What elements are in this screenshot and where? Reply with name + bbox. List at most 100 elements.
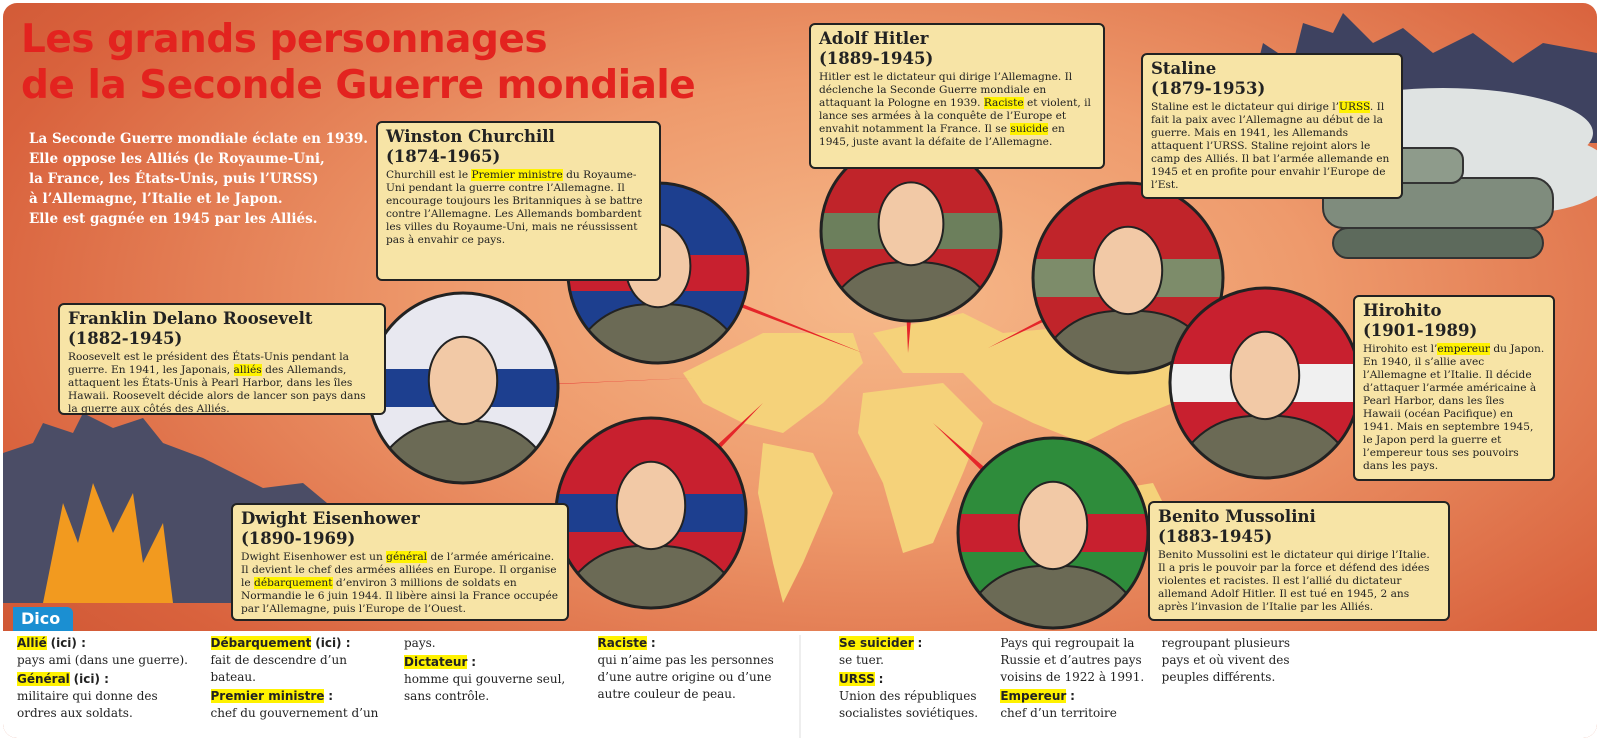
text: . Il fait la paix avec l’Allemagne au dé… — [1151, 101, 1390, 191]
person-name: Adolf Hitler — [819, 29, 929, 48]
bio-text: Hitler est le dictateur qui dirige l’All… — [819, 71, 1095, 149]
text: en 1945, juste avant la défaite de l’All… — [819, 123, 1065, 148]
dico-term: Allié — [17, 636, 47, 650]
intro: La Seconde Guerre mondiale éclate en 193… — [29, 129, 368, 229]
dico-entry: Empereur : chef d’un territoire regroupan… — [1000, 635, 1309, 735]
dico-entry: Premier ministre : chef du gouvernement d… — [210, 635, 584, 735]
dico-suffix: (ici) : — [315, 636, 351, 650]
fire — [43, 483, 173, 603]
highlight: Premier ministre — [471, 169, 563, 181]
dico-term: Empereur — [1000, 689, 1067, 703]
person-name: Benito Mussolini — [1158, 507, 1316, 526]
text: Roosevelt est le président des États-Uni… — [68, 351, 349, 376]
person-dates: (1882-1945) — [68, 329, 183, 348]
dico-suffix: (ici) : — [50, 636, 86, 650]
bio-box: Staline (1879-1953) Staline est le dictate… — [1141, 53, 1403, 199]
face — [1017, 480, 1089, 571]
face — [615, 460, 687, 551]
portrait — [1168, 286, 1362, 480]
dico-term: URSS — [839, 672, 875, 686]
bio-box: Adolf Hitler (1889-1945) Hitler est le dic… — [809, 23, 1105, 169]
dico-term: Général — [17, 672, 70, 686]
bio-box: Hirohito (1901-1989) Hirohito est l’empere… — [1353, 295, 1555, 481]
bio-text: Roosevelt est le président des États-Uni… — [68, 351, 376, 416]
highlight: suicide — [1010, 123, 1049, 135]
text: de l’armée américaine. Il devient le che… — [241, 551, 557, 589]
person-name: Franklin Delano Roosevelt — [68, 309, 313, 328]
intro-line: Elle est gagnée en 1945 par les Alliés. — [29, 211, 318, 227]
text: Dwight Eisenhower est un — [241, 551, 387, 563]
dico-entry: Se suicider : se tuer. — [839, 635, 986, 669]
portrait-art — [958, 438, 1148, 628]
portrait-art — [821, 141, 1001, 321]
bio-text: Benito Mussolini est le dictateur qui di… — [1158, 549, 1440, 614]
bio-text: Hirohito est l’empereur du Japon. En 194… — [1363, 343, 1545, 473]
person-name: Staline — [1151, 59, 1217, 78]
illustration — [3, 13, 1597, 738]
text: du Japon. En 1940, il s’allie avec l’All… — [1363, 343, 1545, 472]
bio-box: Franklin Delano Roosevelt (1882-1945) Roos… — [58, 303, 386, 415]
text: d’environ 3 millions de soldats en Norma… — [241, 577, 558, 615]
face — [1229, 330, 1301, 421]
person-dates: (1890-1969) — [241, 529, 356, 548]
intro-line: la France, les États-Unis, puis l’URSS) — [29, 171, 319, 187]
title-line: Les grands personnages — [21, 17, 548, 62]
dico-suffix: : — [878, 672, 884, 686]
person-dates: (1879-1953) — [1151, 79, 1266, 98]
dico-right: Se suicider : se tuer. URSS : Union des rép… — [839, 635, 1309, 735]
intro-line: Elle oppose les Alliés (le Royaume-Uni, — [29, 151, 325, 167]
person-name: Winston Churchill — [386, 127, 555, 146]
title-line: de la Seconde Guerre mondiale — [21, 63, 696, 108]
intro-line: à l’Allemagne, l’Italie et le Japon. — [29, 191, 283, 207]
frame — [1031, 181, 1225, 375]
highlight: alliés — [233, 364, 262, 376]
dico-definition: qui n’aime pas les personnes d’une autre… — [597, 653, 774, 701]
intro-line: La Seconde Guerre mondiale éclate en 193… — [29, 131, 368, 147]
dico-suffix: (ici) : — [73, 672, 109, 686]
highlight: URSS — [1339, 101, 1370, 113]
text: du Royaume-Uni pendant la guerre contre … — [386, 169, 643, 246]
person-dates: (1874-1965) — [386, 147, 501, 166]
face — [877, 181, 945, 267]
dico-suffix: : — [650, 636, 656, 650]
bio-text: Staline est le dictateur qui dirige l’UR… — [1151, 101, 1393, 192]
title: Les grands personnages de la Seconde Gue… — [21, 17, 696, 109]
dico-definition: fait de descendre d’un bateau. — [210, 653, 347, 684]
dico-term: Premier ministre — [210, 689, 325, 703]
dico-definition: Union des républiques socialistes soviét… — [839, 636, 1145, 720]
portrait-art — [1170, 288, 1360, 478]
person-dates: (1883-1945) — [1158, 527, 1273, 546]
text: Churchill est le — [386, 169, 472, 181]
dico-entry: Dictateur : homme qui gouverne seul, sans… — [404, 654, 584, 705]
dico-definition: pays ami (dans une guerre). — [17, 653, 188, 667]
dico-entry: Général (ici) : militaire qui donne des o… — [17, 671, 197, 722]
portrait — [819, 139, 1003, 323]
dico-term: Se suicider — [839, 636, 914, 650]
highlight: débarquement — [254, 577, 333, 589]
highlight: empereur — [1437, 343, 1490, 355]
dico-label: Dico — [13, 607, 73, 631]
person-name: Hirohito — [1363, 301, 1442, 320]
portrait-art — [556, 418, 746, 608]
person-name: Dwight Eisenhower — [241, 509, 420, 528]
dico-entry: Raciste : qui n’aime pas les personnes d’… — [597, 635, 778, 703]
infographic: Les grands personnages de la Seconde Gue… — [3, 3, 1597, 738]
dico-entry: URSS : Union des républiques socialistes … — [839, 635, 1148, 735]
bio-box: Benito Mussolini (1883-1945) Benito Mussol… — [1148, 501, 1450, 621]
text: Hitler est le dictateur qui dirige l’All… — [819, 71, 1073, 109]
dico-left: Allié (ici) : pays ami (dans une guerre).… — [17, 635, 777, 735]
dico-suffix: : — [471, 655, 476, 669]
bio-box: Winston Churchill (1874-1965) Churchill es… — [376, 121, 661, 281]
dico-suffix: : — [917, 636, 923, 650]
text: Hirohito est l’ — [1363, 343, 1438, 355]
dico-term: Débarquement — [210, 636, 312, 650]
portrait — [554, 416, 748, 610]
portrait — [366, 291, 560, 485]
bio-text: Churchill est le Premier ministre du Roy… — [386, 169, 651, 247]
face — [427, 335, 499, 426]
person-dates: (1889-1945) — [819, 49, 934, 68]
bio-box: Dwight Eisenhower (1890-1969) Dwight Eisen… — [231, 503, 569, 621]
dico-term: Raciste — [597, 636, 648, 650]
bio-text: Dwight Eisenhower est un général de l’ar… — [241, 551, 559, 616]
highlight: Raciste — [983, 97, 1024, 109]
